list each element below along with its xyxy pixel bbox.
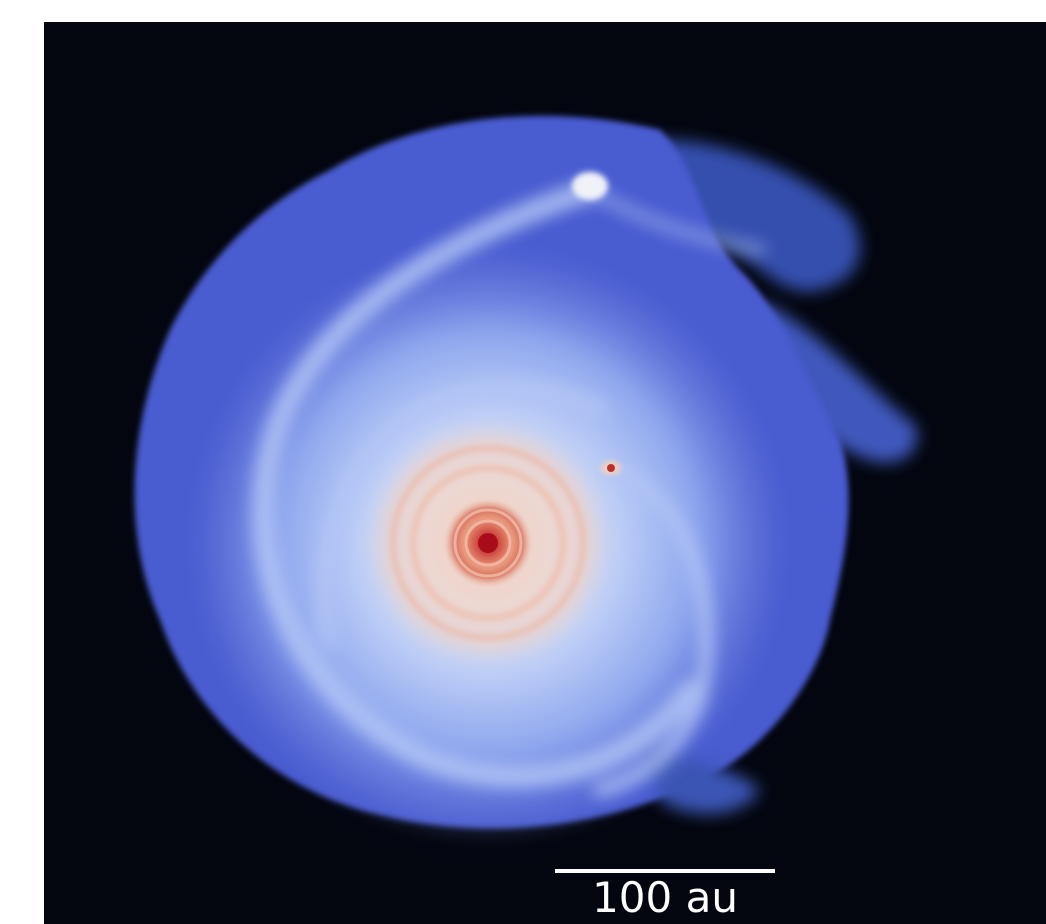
- simulation-image: 100 au: [0, 0, 1046, 924]
- page: 100 au (() => { const data = JSON.parse(…: [0, 0, 1046, 924]
- scale-bar-label: 100 au: [592, 873, 738, 922]
